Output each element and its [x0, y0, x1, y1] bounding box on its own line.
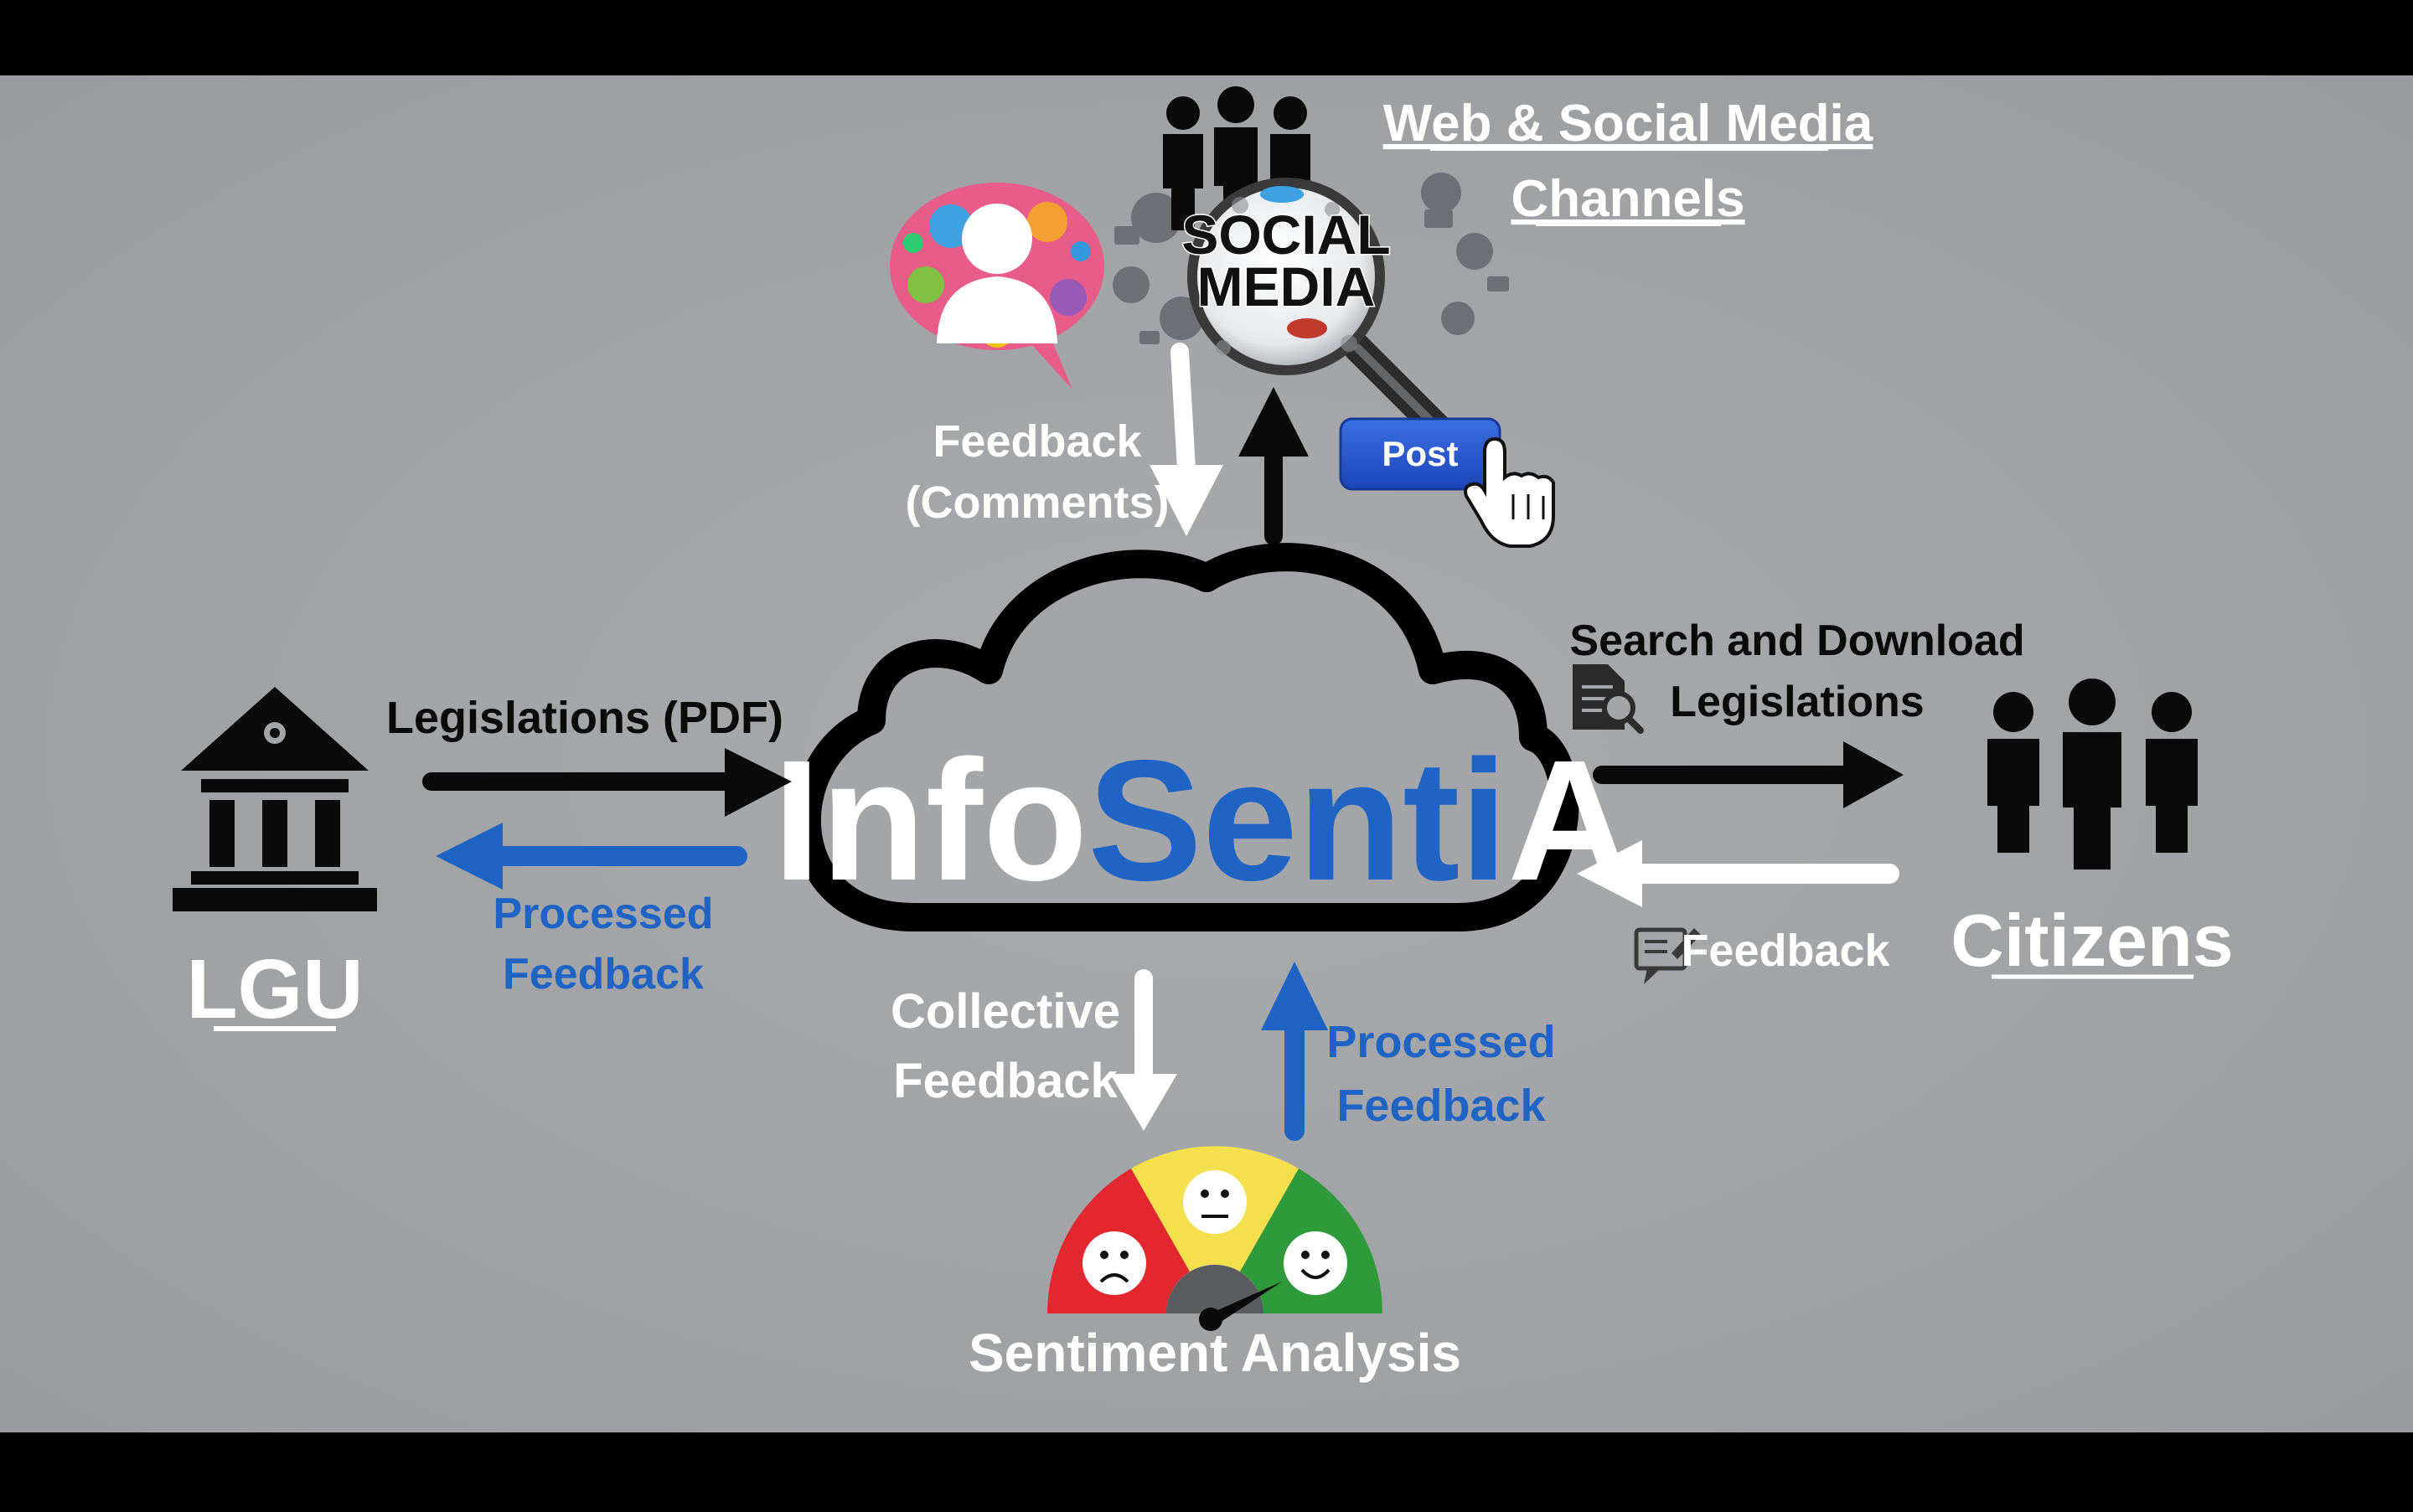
- citizens-label: Citizens: [1951, 899, 2233, 982]
- channels-title-line2: Channels: [1511, 170, 1744, 228]
- collective-feedback-down-arrow: [1110, 969, 1177, 1131]
- citizens-search-line1: Search and Download: [1569, 617, 2024, 665]
- document-search-icon: [1573, 664, 1644, 734]
- post-up-arrow: [1238, 387, 1309, 545]
- infosentia-cloud: InfoSentiA: [773, 543, 1632, 931]
- bottom-letterbox: [0, 1432, 2413, 1508]
- neutral-face-icon: [1183, 1170, 1247, 1234]
- processed-feedback-left-arrow: [436, 823, 747, 890]
- social-media-cluster: SOCIAL MEDIA Post: [890, 86, 1555, 548]
- collective-feedback-line1: Collective: [891, 984, 1120, 1039]
- speech-bubble-icon: [890, 183, 1104, 390]
- lgu-processed-line2: Feedback: [503, 950, 704, 999]
- sad-face-icon: [1082, 1231, 1146, 1295]
- lgu-processed-line1: Processed: [493, 890, 713, 938]
- feedback-down-arrow: [1150, 343, 1223, 536]
- happy-face-icon: [1284, 1231, 1347, 1295]
- top-feedback-line2: (Comments): [905, 477, 1169, 528]
- channels-title-line1: Web & Social Media: [1383, 95, 1873, 152]
- citizens-group-icon: [1987, 679, 2198, 870]
- magnifier-icon: SOCIAL MEDIA: [1181, 178, 1460, 450]
- lgu-label: LGU: [186, 942, 363, 1036]
- processed-feedback-up-arrow: [1261, 962, 1328, 1141]
- government-building-icon: [173, 687, 377, 911]
- citizens-feedback-label: Feedback: [1681, 926, 1890, 976]
- bottom-processed-line2: Feedback: [1336, 1081, 1546, 1131]
- top-feedback-line1: Feedback: [933, 416, 1142, 467]
- logo-part-senti: Senti: [1088, 725, 1507, 916]
- legislations-pdf-label: Legislations (PDF): [386, 693, 783, 743]
- feedback-left-arrow: [1577, 840, 1899, 907]
- sentiment-gauge-icon: [1047, 1146, 1382, 1331]
- hand-cursor-icon: [1464, 436, 1555, 548]
- magnifier-text-line2: MEDIA: [1197, 255, 1376, 317]
- bottom-processed-line1: Processed: [1326, 1017, 1555, 1067]
- collective-feedback-line2: Feedback: [893, 1054, 1118, 1108]
- sentiment-analysis-label: Sentiment Analysis: [969, 1323, 1461, 1383]
- gauge-needle: [1199, 1282, 1282, 1331]
- legislations-right-arrow: [422, 748, 792, 817]
- post-button[interactable]: Post: [1339, 417, 1501, 491]
- feedback-form-icon: [1634, 927, 1701, 984]
- citizens-search-line2: Legislations: [1670, 678, 1924, 726]
- post-button-label: Post: [1382, 434, 1458, 473]
- download-right-arrow: [1593, 741, 1904, 808]
- social-icon-cloud: [1113, 173, 1509, 344]
- magnifier-text-line1: SOCIAL: [1181, 204, 1390, 266]
- logo-part-info: Info: [773, 725, 1088, 916]
- top-letterbox: [0, 0, 2413, 75]
- infosentia-logo: InfoSentiA: [773, 725, 1632, 916]
